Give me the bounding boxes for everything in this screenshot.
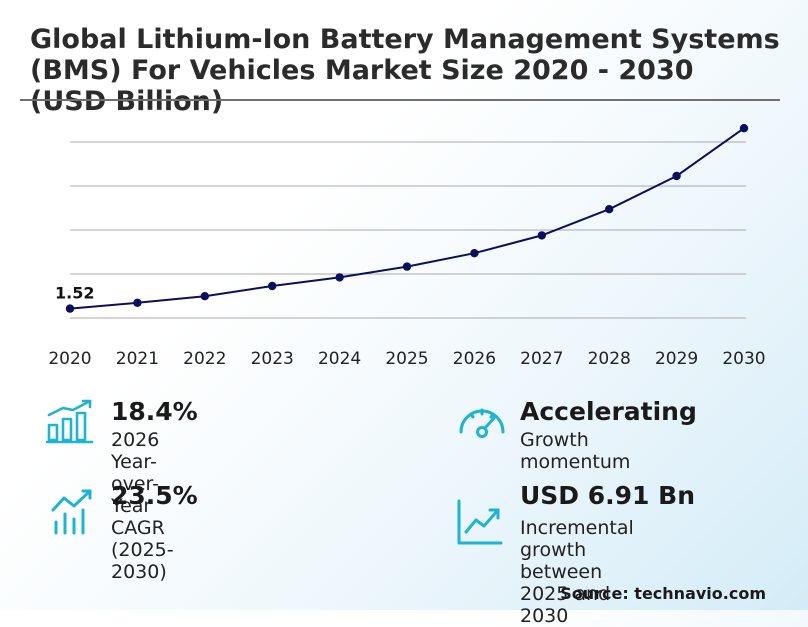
stat-yoy-label: 2026 Year-over-Year [111, 429, 160, 517]
data-point-2029 [672, 171, 681, 181]
data-point-2026 [470, 249, 479, 258]
stat-yoy-value: 18.4% [111, 397, 198, 426]
speedometer-icon [459, 408, 505, 438]
x-tick-2022: 2022 [183, 349, 226, 369]
x-tick-2029: 2029 [655, 349, 698, 369]
growth-chart-icon [457, 499, 503, 545]
data-points [65, 124, 749, 313]
chart-title: Global Lithium-Ion Battery Management Sy… [30, 24, 780, 117]
gridlines [70, 141, 746, 319]
x-tick-2026: 2026 [453, 349, 496, 369]
line-chart: 2020 2021 2022 2023 2024 2025 2026 2027 2028 2029… [48, 124, 766, 369]
x-tick-2021: 2021 [116, 349, 159, 369]
x-tick-2023: 2023 [251, 349, 294, 369]
stat-momentum-value: Accelerating [520, 397, 697, 426]
x-axis-ticks: 2020 2021 2022 2023 2024 2025 2026 2027 2028 2029… [48, 349, 765, 369]
stat-momentum-label: Growth momentum [520, 429, 631, 473]
data-label-2020: 1.52 [55, 284, 94, 303]
data-point-2021 [133, 298, 142, 307]
stat-cagr-value: 23.5% [111, 481, 198, 510]
series-line-group [69, 127, 745, 310]
x-tick-2030: 2030 [722, 349, 765, 369]
data-point-2025 [402, 262, 412, 271]
data-point-2030 [739, 124, 749, 133]
stat-incremental-label: Incremental growth between 2025 and 2030 [520, 517, 634, 627]
x-tick-2020: 2020 [48, 349, 91, 369]
title-divider [20, 99, 780, 101]
x-tick-2024: 2024 [318, 349, 361, 369]
x-tick-2027: 2027 [520, 349, 563, 369]
x-tick-2025: 2025 [385, 349, 428, 369]
trend-bars-icon [51, 489, 92, 535]
x-tick-2028: 2028 [588, 349, 631, 369]
data-labels: 1.52 [55, 284, 94, 303]
stat-incremental-value: USD 6.91 Bn [520, 481, 695, 510]
source-credit: Source: technavio.com [560, 584, 766, 603]
stat-cagr-label: CAGR (2025-2030) [111, 517, 174, 583]
bar-chart-icon [46, 399, 94, 444]
data-point-2027 [537, 231, 546, 240]
data-point-2020 [65, 304, 75, 313]
series-line [69, 127, 745, 310]
data-point-2028 [605, 205, 614, 214]
data-point-2024 [335, 273, 344, 282]
data-point-2023 [268, 281, 277, 291]
data-point-2022 [200, 292, 209, 301]
